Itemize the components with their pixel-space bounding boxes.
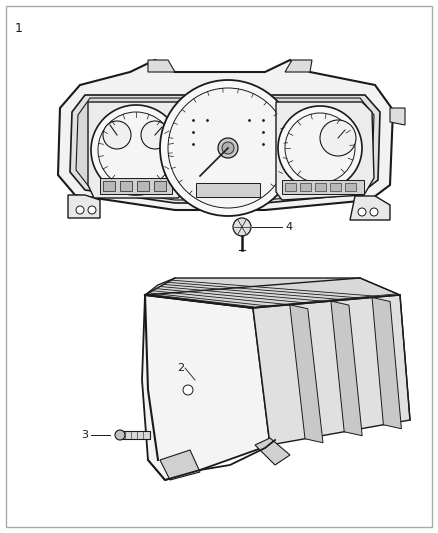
FancyBboxPatch shape — [137, 181, 149, 191]
FancyBboxPatch shape — [330, 183, 341, 191]
Circle shape — [160, 80, 296, 216]
Circle shape — [98, 112, 174, 188]
FancyBboxPatch shape — [345, 183, 356, 191]
FancyBboxPatch shape — [300, 183, 311, 191]
Circle shape — [76, 206, 84, 214]
Polygon shape — [253, 295, 410, 445]
Polygon shape — [88, 102, 184, 198]
FancyBboxPatch shape — [285, 183, 296, 191]
Polygon shape — [76, 98, 374, 200]
Polygon shape — [142, 295, 270, 480]
Circle shape — [285, 113, 355, 183]
Text: 2: 2 — [177, 363, 184, 373]
Circle shape — [91, 105, 181, 195]
Text: 4: 4 — [285, 222, 292, 232]
Polygon shape — [70, 95, 380, 203]
Ellipse shape — [115, 430, 125, 440]
Polygon shape — [372, 297, 401, 429]
Circle shape — [183, 385, 193, 395]
FancyBboxPatch shape — [315, 183, 326, 191]
Text: 3: 3 — [81, 430, 88, 440]
Polygon shape — [255, 438, 290, 465]
Polygon shape — [145, 278, 400, 308]
Circle shape — [370, 208, 378, 216]
Polygon shape — [160, 450, 200, 480]
Polygon shape — [68, 195, 100, 218]
Polygon shape — [148, 60, 175, 72]
Polygon shape — [290, 305, 323, 443]
Circle shape — [278, 106, 362, 190]
Circle shape — [358, 208, 366, 216]
Circle shape — [103, 121, 131, 149]
Circle shape — [141, 121, 169, 149]
Polygon shape — [350, 196, 390, 220]
Circle shape — [320, 120, 356, 156]
Circle shape — [168, 88, 288, 208]
Text: 1: 1 — [15, 22, 23, 35]
Polygon shape — [285, 60, 312, 72]
FancyBboxPatch shape — [120, 181, 132, 191]
FancyBboxPatch shape — [103, 181, 115, 191]
FancyBboxPatch shape — [196, 183, 260, 197]
Polygon shape — [276, 102, 374, 200]
FancyBboxPatch shape — [154, 181, 166, 191]
Polygon shape — [58, 60, 393, 210]
Circle shape — [218, 138, 238, 158]
Circle shape — [233, 218, 251, 236]
Circle shape — [222, 142, 234, 154]
Circle shape — [88, 206, 96, 214]
Polygon shape — [331, 301, 362, 436]
FancyBboxPatch shape — [120, 431, 150, 439]
FancyBboxPatch shape — [100, 178, 172, 194]
FancyBboxPatch shape — [282, 180, 364, 194]
Polygon shape — [390, 108, 405, 125]
